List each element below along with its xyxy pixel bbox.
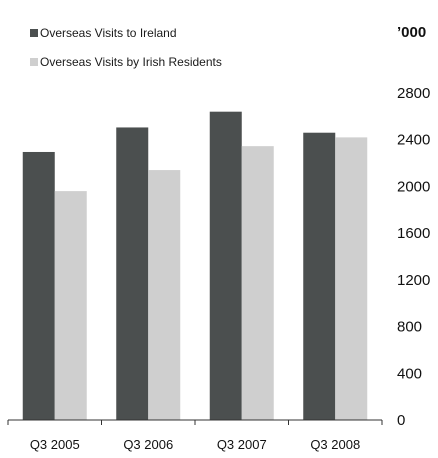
- x-axis-category-labels: Q3 2005 Q3 2006 Q3 2007 Q3 2008: [30, 437, 360, 452]
- x-tick-label-q3-2005: Q3 2005: [30, 437, 80, 452]
- x-tick-label-q3-2008: Q3 2008: [310, 437, 360, 452]
- bar-overseas-visits-by-irish-residents-q3-2007: [241, 146, 274, 420]
- legend-swatch-overseas-visits-by-irish-residents: [30, 58, 38, 66]
- bar-overseas-visits-to-ireland-q3-2008: [303, 132, 336, 420]
- bar-overseas-visits-to-ireland-q3-2005: [22, 151, 55, 420]
- unit-label: ’000: [397, 24, 426, 41]
- legend-label-overseas-visits-to-ireland: Overseas Visits to Ireland: [40, 26, 177, 40]
- y-tick-label: 1600: [397, 225, 430, 242]
- y-tick-label: 2400: [397, 132, 430, 149]
- y-tick-label: 2800: [397, 85, 430, 102]
- bar-overseas-visits-to-ireland-q3-2007: [209, 111, 242, 420]
- x-axis: [7, 419, 383, 425]
- y-tick-label: 400: [397, 365, 422, 382]
- y-tick-label: 800: [397, 319, 422, 336]
- y-tick-label: 1200: [397, 272, 430, 289]
- x-tick-label-q3-2006: Q3 2006: [123, 437, 173, 452]
- legend-swatch-overseas-visits-to-ireland: [30, 29, 38, 37]
- x-tick-label-q3-2007: Q3 2007: [217, 437, 267, 452]
- bar-overseas-visits-to-ireland-q3-2006: [116, 127, 149, 420]
- bar-overseas-visits-by-irish-residents-q3-2006: [148, 170, 181, 420]
- legend-label-overseas-visits-by-irish-residents: Overseas Visits by Irish Residents: [40, 55, 222, 69]
- y-axis-tick-labels: 2800 2400 2000 1600 1200 800 400 0: [397, 85, 430, 429]
- y-tick-label: 2000: [397, 178, 430, 195]
- legend: Overseas Visits to Ireland Overseas Visi…: [30, 26, 222, 69]
- bar-overseas-visits-by-irish-residents-q3-2005: [54, 191, 87, 420]
- y-tick-label: 0: [397, 412, 405, 429]
- bar-overseas-visits-by-irish-residents-q3-2008: [335, 137, 368, 420]
- bars: [22, 111, 368, 420]
